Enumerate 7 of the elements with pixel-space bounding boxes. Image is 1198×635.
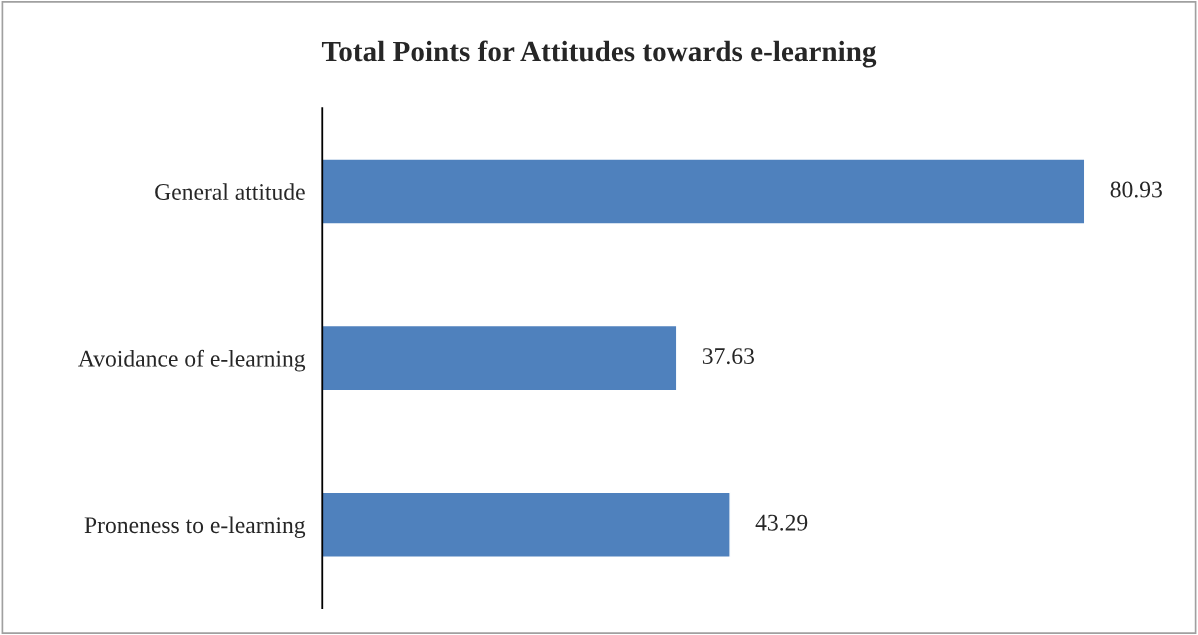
- chart-title: Total Points for Attitudes towards e-learning: [321, 40, 877, 68]
- y-tick-label: Avoidance of e-learning: [78, 349, 306, 372]
- data-label: 37.63: [702, 348, 754, 365]
- data-label: 43.29: [755, 514, 808, 531]
- data-label: 80.93: [1110, 181, 1162, 198]
- y-tick-label: Proneness to e-learning: [84, 516, 306, 539]
- y-tick-label: General attitude: [155, 183, 305, 200]
